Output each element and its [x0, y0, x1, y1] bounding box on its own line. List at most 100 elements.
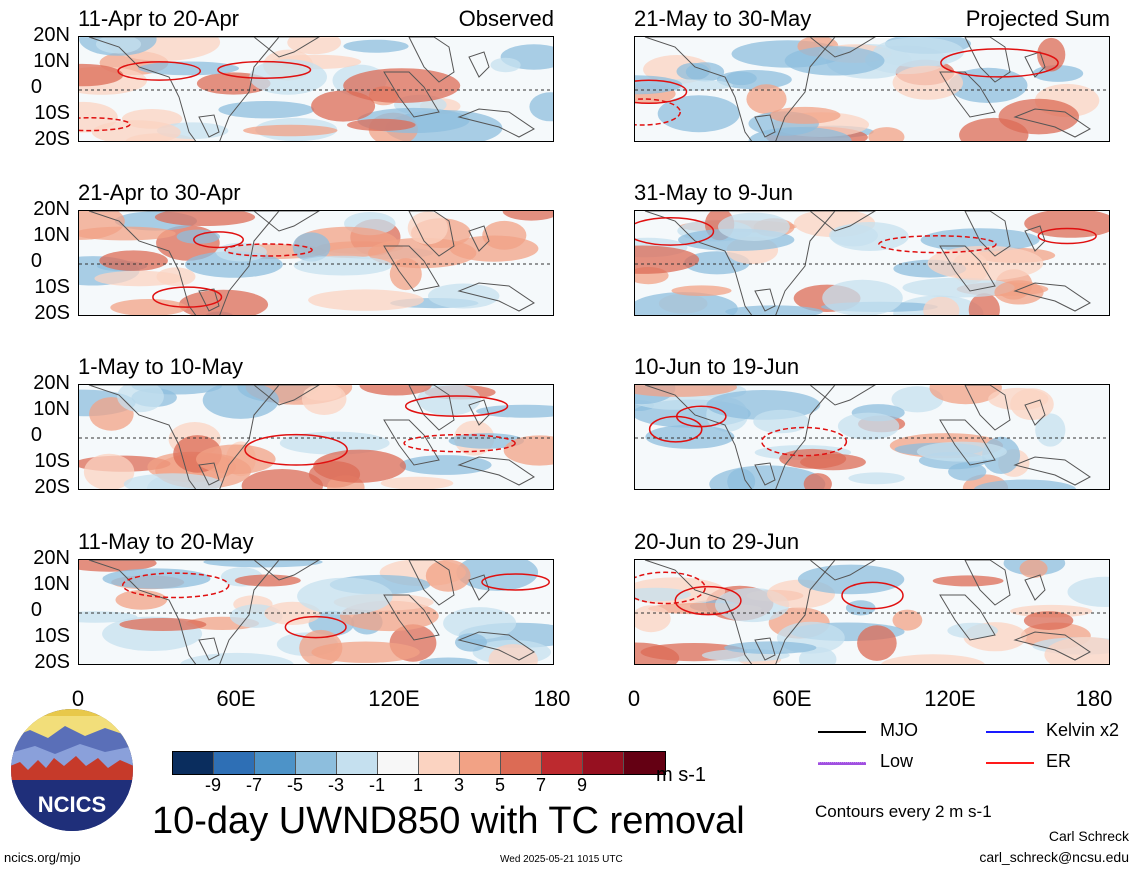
anomaly-blob	[635, 245, 700, 274]
y-label: 20S	[34, 302, 70, 324]
colorbar-tick: 3	[453, 775, 464, 795]
map-field	[635, 560, 1109, 664]
colorbar-tick: -3	[327, 775, 344, 795]
coastline	[1024, 574, 1046, 601]
email-link[interactable]: carl_schreck@ncsu.edu	[979, 849, 1129, 865]
x-label: 60E	[216, 686, 256, 711]
map-frame	[634, 210, 1110, 316]
y-label: 0	[30, 424, 42, 446]
anomaly-blob	[800, 453, 866, 471]
coastline	[964, 211, 1011, 257]
coastline	[408, 385, 455, 431]
anomaly-blob	[881, 654, 985, 664]
anomaly-blob	[784, 46, 885, 76]
coastline	[253, 37, 320, 58]
anomaly-blob	[343, 39, 409, 53]
anomaly-blob	[343, 68, 461, 103]
map-frame	[78, 36, 554, 142]
x-label: 120E	[368, 686, 420, 711]
anomaly-blob	[476, 404, 553, 418]
chart-title: 10-day UWND850 with TC removal	[152, 800, 745, 842]
er-contour	[284, 615, 347, 639]
coastline	[457, 456, 535, 486]
coastline	[468, 399, 490, 426]
coastline	[198, 114, 220, 138]
anomaly-blob	[968, 293, 1000, 315]
map-field	[79, 560, 553, 664]
anomaly-blob	[923, 296, 960, 315]
anomaly-blob	[645, 424, 735, 449]
y-label: 10N	[33, 398, 70, 420]
logo-emblem: NCICS	[11, 709, 133, 831]
y-label: 20N	[33, 24, 70, 46]
anomaly-blob	[102, 568, 211, 589]
coastline	[457, 108, 535, 138]
er-contour	[217, 60, 312, 79]
x-label: 180	[1075, 686, 1113, 711]
map-field	[79, 385, 553, 489]
coastline	[809, 560, 876, 581]
anomaly-blob	[927, 245, 1044, 281]
site-link[interactable]: ncics.org/mjo	[4, 850, 81, 865]
anomaly-blob	[746, 84, 787, 114]
legend-label-kelvin: Kelvin x2	[1046, 720, 1120, 740]
coastline	[939, 594, 996, 641]
anomaly-blob	[359, 385, 432, 396]
anomaly-blob	[671, 285, 732, 296]
map-field	[79, 37, 553, 141]
coastline	[253, 385, 320, 406]
anomaly-blob	[110, 299, 188, 315]
coastline	[1013, 108, 1091, 138]
anomaly-blob	[797, 564, 905, 595]
ncics-logo[interactable]: NCICS	[10, 708, 134, 832]
er-contour	[79, 117, 131, 132]
colorbar-swatch	[337, 752, 378, 774]
anomaly-blob	[769, 106, 841, 124]
panel-title: 21-May to 30-May	[634, 6, 812, 31]
er-contour	[244, 433, 348, 466]
anomaly-blob	[725, 71, 757, 86]
er-contour	[635, 79, 688, 105]
anomaly-blob	[241, 469, 323, 489]
panel-7: 11-May to 20-May	[78, 529, 554, 665]
anomaly-blob	[279, 431, 390, 455]
panel-5: 1-May to 10-May	[78, 354, 554, 490]
coastline	[253, 560, 320, 581]
anomaly-blob	[138, 61, 239, 76]
y-label: 10S	[34, 625, 70, 647]
legend-label-er: ER	[1046, 751, 1072, 771]
anomaly-blob	[91, 120, 181, 141]
anomaly-blob	[635, 385, 737, 397]
panel-title: 11-Apr to 20-Apr	[78, 6, 240, 31]
coastline	[383, 71, 440, 118]
anomaly-blob	[455, 633, 487, 652]
er-contour	[117, 61, 202, 81]
coastline	[1013, 282, 1091, 312]
anomaly-blob	[488, 644, 538, 664]
colorbar-swatch	[378, 752, 419, 774]
colorbar-tick: 7	[535, 775, 546, 795]
er-contour	[635, 216, 715, 246]
coastline	[809, 37, 876, 58]
colorbar-swatch	[296, 752, 337, 774]
colorbar-tick: -7	[245, 775, 262, 795]
anomaly-blob	[203, 560, 323, 568]
anomaly-blob	[657, 95, 740, 133]
panel-title: 11-May to 20-May	[78, 529, 254, 554]
er-contour	[674, 585, 742, 616]
anomaly-blob	[892, 65, 963, 100]
coastline	[408, 211, 455, 257]
colorbar-swatch	[501, 752, 542, 774]
coastline	[754, 114, 776, 138]
anomaly-blob	[79, 63, 124, 87]
coastline	[809, 211, 876, 232]
anomaly-blob	[297, 577, 393, 615]
panel-tag: Projected Sum	[965, 6, 1110, 31]
coastline	[1013, 631, 1091, 661]
anomaly-blob	[234, 574, 301, 587]
anomaly-blob	[83, 453, 135, 489]
x-label: 120E	[924, 686, 976, 711]
coastline	[253, 211, 320, 232]
map-field	[635, 37, 1109, 141]
er-contour	[761, 426, 848, 457]
